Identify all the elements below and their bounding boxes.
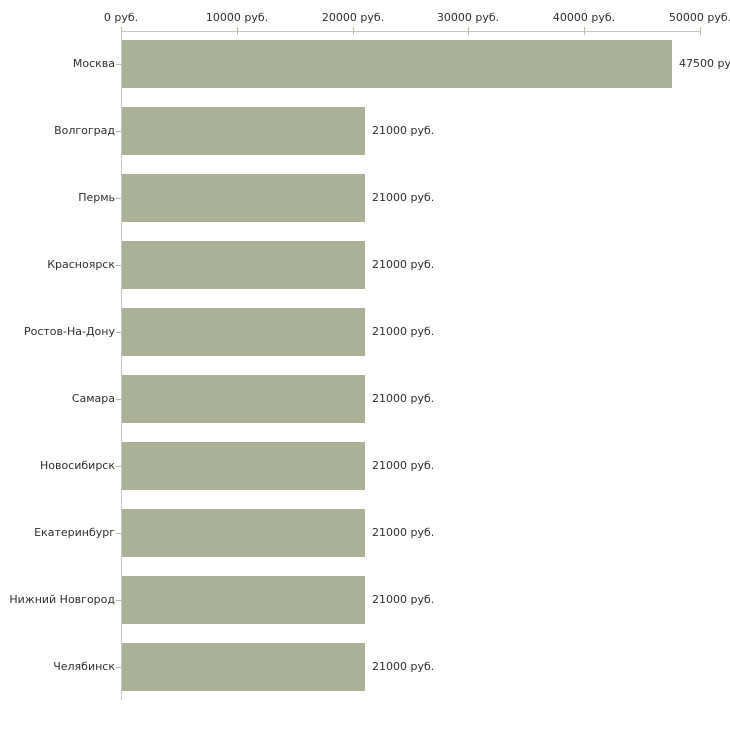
bar <box>122 576 365 624</box>
x-axis-tick-mark <box>353 27 354 35</box>
category-label: Ростов-На-Дону <box>23 325 115 338</box>
category-tick-mark <box>116 131 121 132</box>
category-label: Пермь <box>78 191 115 204</box>
bar-value-label: 21000 руб. <box>372 526 435 539</box>
bar-value-label: 21000 руб. <box>372 660 435 673</box>
category-tick-mark <box>116 667 121 668</box>
bar <box>122 174 365 222</box>
x-axis-tick-label: 0 руб. <box>103 11 139 24</box>
x-axis-line <box>121 31 701 32</box>
x-axis-tick-mark <box>121 27 122 35</box>
x-axis-tick-mark <box>584 27 585 35</box>
category-tick-mark <box>116 399 121 400</box>
category-label: Новосибирск <box>39 459 115 472</box>
bar-value-label: 21000 руб. <box>372 459 435 472</box>
category-label: Красноярск <box>47 258 115 271</box>
category-tick-mark <box>116 332 121 333</box>
category-label: Екатеринбург <box>34 526 115 539</box>
bar-value-label: 21000 руб. <box>372 124 435 137</box>
bar <box>122 308 365 356</box>
x-axis-tick-label: 10000 руб. <box>205 11 269 24</box>
category-label: Челябинск <box>53 660 115 673</box>
category-tick-mark <box>116 198 121 199</box>
category-tick-mark <box>116 533 121 534</box>
category-tick-mark <box>116 265 121 266</box>
bar-value-label: 21000 руб. <box>372 325 435 338</box>
category-label: Нижний Новгород <box>9 593 115 606</box>
bar <box>122 375 365 423</box>
category-label: Самара <box>71 392 115 405</box>
x-axis-tick-label: 30000 руб. <box>436 11 500 24</box>
x-axis-tick-label: 40000 руб. <box>552 11 616 24</box>
bar <box>122 107 365 155</box>
x-axis-tick-mark <box>468 27 469 35</box>
category-label: Волгоград <box>54 124 115 137</box>
bar-value-label: 21000 руб. <box>372 191 435 204</box>
bar-value-label: 21000 руб. <box>372 593 435 606</box>
bar <box>122 241 365 289</box>
bar <box>122 643 365 691</box>
category-tick-mark <box>116 466 121 467</box>
x-axis-tick-label: 20000 руб. <box>321 11 385 24</box>
category-tick-mark <box>116 600 121 601</box>
bar <box>122 509 365 557</box>
category-label: Москва <box>72 57 115 70</box>
bar-value-label: 21000 руб. <box>372 258 435 271</box>
x-axis-tick-mark <box>237 27 238 35</box>
bar <box>122 40 672 88</box>
bar <box>122 442 365 490</box>
bar-value-label: 47500 руб. <box>679 57 730 70</box>
x-axis-tick-mark <box>700 27 701 35</box>
x-axis-tick-label: 50000 руб. <box>668 11 730 24</box>
category-tick-mark <box>116 64 121 65</box>
y-axis-line <box>121 31 122 700</box>
bar-value-label: 21000 руб. <box>372 392 435 405</box>
